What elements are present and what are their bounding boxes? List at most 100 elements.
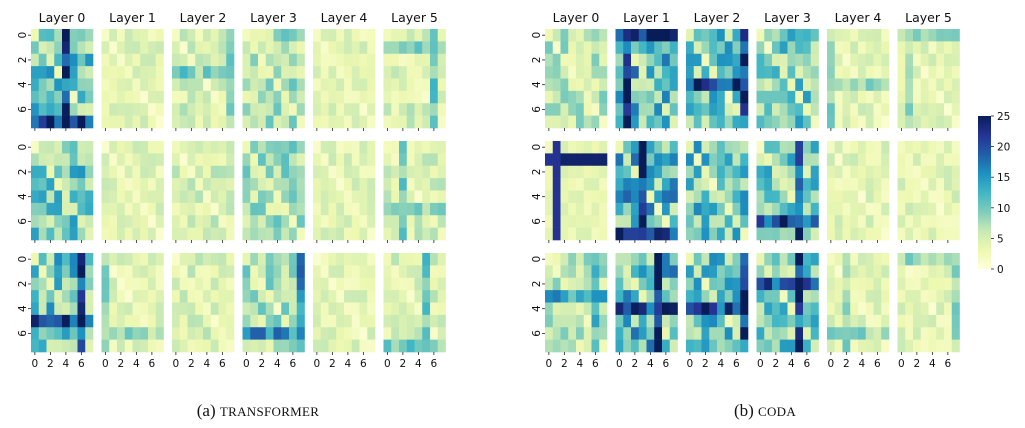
heatmap-cell xyxy=(920,29,929,42)
heatmap-cell xyxy=(881,277,890,291)
heatmap-cell xyxy=(850,190,859,204)
heatmap-cell xyxy=(430,215,439,228)
heatmap-cell xyxy=(764,153,773,167)
heatmap-cell xyxy=(568,327,577,340)
heatmap-cell xyxy=(203,153,212,167)
heatmap-cell xyxy=(810,290,819,303)
heatmap-cell xyxy=(344,29,353,42)
heatmap-cell xyxy=(391,153,400,167)
heatmap-cell xyxy=(693,314,702,328)
x-tick-label: 0 xyxy=(546,358,553,370)
heatmap-cell xyxy=(77,53,86,67)
heatmap-cell xyxy=(313,153,322,167)
heatmap-cell-grid xyxy=(242,253,305,353)
heatmap-cell xyxy=(124,165,133,179)
heatmap-cell xyxy=(701,66,710,79)
heatmap-cell xyxy=(336,290,345,303)
heatmap-cell xyxy=(873,190,882,204)
heatmap-cell xyxy=(576,314,585,328)
heatmap-cell xyxy=(913,277,922,291)
heatmap-cell xyxy=(646,314,655,328)
heatmap-cell xyxy=(289,115,298,129)
heatmap-cell xyxy=(124,302,133,316)
heatmap-cell xyxy=(328,190,337,204)
heatmap-cell xyxy=(842,327,851,340)
heatmap-cell xyxy=(172,41,181,55)
heatmap-cell-grid xyxy=(383,253,446,353)
heatmap-cell xyxy=(414,265,423,279)
heatmap-cell xyxy=(296,78,305,92)
heatmap-cell xyxy=(646,41,655,55)
heatmap-cell xyxy=(756,41,765,55)
heatmap-cell xyxy=(265,227,274,241)
heatmap-cell xyxy=(724,215,733,228)
heatmap-cell xyxy=(336,29,345,42)
heatmap-cell xyxy=(187,265,196,279)
heatmap-cell xyxy=(881,290,890,303)
heatmap-cell xyxy=(31,202,40,216)
heatmap-cell xyxy=(583,141,592,154)
heatmap-cell xyxy=(772,339,781,353)
heatmap-cell xyxy=(686,90,695,104)
heatmap-cell xyxy=(117,115,126,129)
heatmap-cell xyxy=(560,215,569,228)
heatmap-cell xyxy=(383,314,392,328)
heatmap-cell xyxy=(928,253,937,266)
heatmap-cell xyxy=(552,53,561,67)
heatmap-cell xyxy=(795,29,804,42)
heatmap-cell xyxy=(623,190,632,204)
heatmap-cell xyxy=(140,227,149,241)
heatmap-cell xyxy=(920,178,929,191)
heatmap-cell xyxy=(560,190,569,204)
heatmap-cell xyxy=(289,290,298,303)
heatmap-cell xyxy=(430,141,439,154)
heatmap-cell xyxy=(834,265,843,279)
heatmap-cell xyxy=(560,90,569,104)
heatmap-cell xyxy=(709,327,718,340)
heatmap-cell xyxy=(391,53,400,67)
heatmap-cell xyxy=(414,103,423,116)
heatmap-cell xyxy=(77,290,86,303)
heatmap-cell xyxy=(858,253,867,266)
heatmap-cell xyxy=(296,141,305,154)
heatmap-cell xyxy=(951,66,960,79)
heatmap-cell xyxy=(920,339,929,353)
heatmap-cell xyxy=(717,327,726,340)
heatmap-cell xyxy=(46,265,55,279)
heatmap-cell xyxy=(250,153,259,167)
heatmap-cell xyxy=(437,190,446,204)
heatmap-cell xyxy=(631,253,640,266)
heatmap-cell xyxy=(258,115,267,129)
heatmap-cell xyxy=(631,66,640,79)
heatmap-cell xyxy=(391,78,400,92)
heatmap-cell xyxy=(779,66,788,79)
heatmap-cell xyxy=(827,190,836,204)
heatmap-cell xyxy=(669,302,678,316)
heatmap-cell xyxy=(242,90,251,104)
heatmap-cell xyxy=(717,141,726,154)
heatmap-cell xyxy=(367,41,376,55)
heatmap-cell xyxy=(69,141,78,154)
heatmap-cell xyxy=(583,165,592,179)
heatmap-cell xyxy=(250,277,259,291)
heatmap-cell xyxy=(414,253,423,266)
heatmap-cell xyxy=(258,339,267,353)
heatmap-cell xyxy=(195,66,204,79)
heatmap-cell xyxy=(296,41,305,55)
heatmap-cell xyxy=(69,103,78,116)
heatmap-cell xyxy=(623,202,632,216)
heatmap-cell xyxy=(951,227,960,241)
heatmap-cell xyxy=(693,227,702,241)
heatmap-cell xyxy=(615,227,624,241)
heatmap-cell xyxy=(38,115,47,129)
heatmap-cell xyxy=(787,339,796,353)
heatmap-cell xyxy=(827,302,836,316)
heatmap-cell xyxy=(155,115,164,129)
heatmap-cell xyxy=(913,215,922,228)
heatmap-cell xyxy=(367,165,376,179)
heatmap-cell xyxy=(834,53,843,67)
heatmap-cell xyxy=(717,302,726,316)
heatmap-cell xyxy=(250,265,259,279)
heatmap-cell xyxy=(367,265,376,279)
y-tick-label: 2 xyxy=(17,169,29,176)
